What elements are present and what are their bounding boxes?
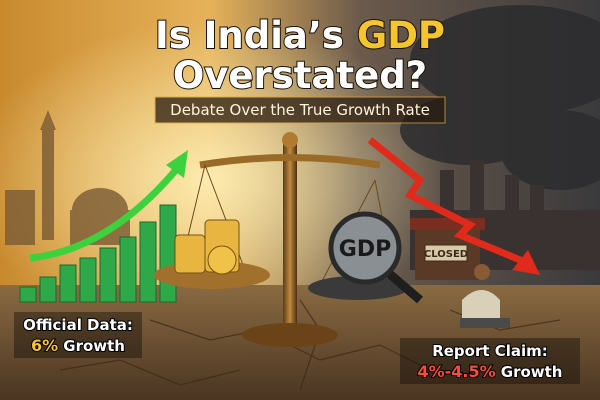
magnifier: GDP: [328, 211, 423, 304]
left-callout-box: [14, 312, 142, 358]
right-suffix: Growth: [501, 363, 563, 381]
worker: [460, 264, 510, 328]
right-figure: 4%-4.5%: [417, 362, 495, 381]
left-suffix: Growth: [63, 337, 125, 355]
left-figure: 6%: [31, 336, 58, 355]
left-callout-label: Official Data:: [23, 316, 133, 334]
right-callout-value: 4%-4.5% Growth: [417, 362, 562, 381]
red-arrow: [367, 137, 527, 266]
subtitle-box: [154, 96, 446, 124]
right-callout-box: [400, 338, 580, 384]
balance-scale: [154, 132, 408, 347]
right-callout-label: Report Claim:: [432, 342, 548, 360]
shop-sign: CLOSED: [424, 249, 468, 260]
title-line-1: Is India’s GDP: [155, 14, 445, 57]
green-arrow-head: [166, 150, 188, 178]
title-text: Is India’s: [155, 14, 344, 57]
gdp-label: GDP: [339, 237, 391, 262]
title-line-2: Overstated?: [173, 54, 427, 97]
red-arrow-head: [512, 250, 540, 275]
subtitle: Debate Over the True Growth Rate: [170, 101, 430, 119]
left-callout-value: 6% Growth: [31, 336, 125, 355]
green-arrow: [29, 162, 183, 262]
shop: CLOSED: [410, 218, 485, 280]
smoke: [400, 5, 600, 190]
title-highlight: GDP: [357, 14, 445, 57]
